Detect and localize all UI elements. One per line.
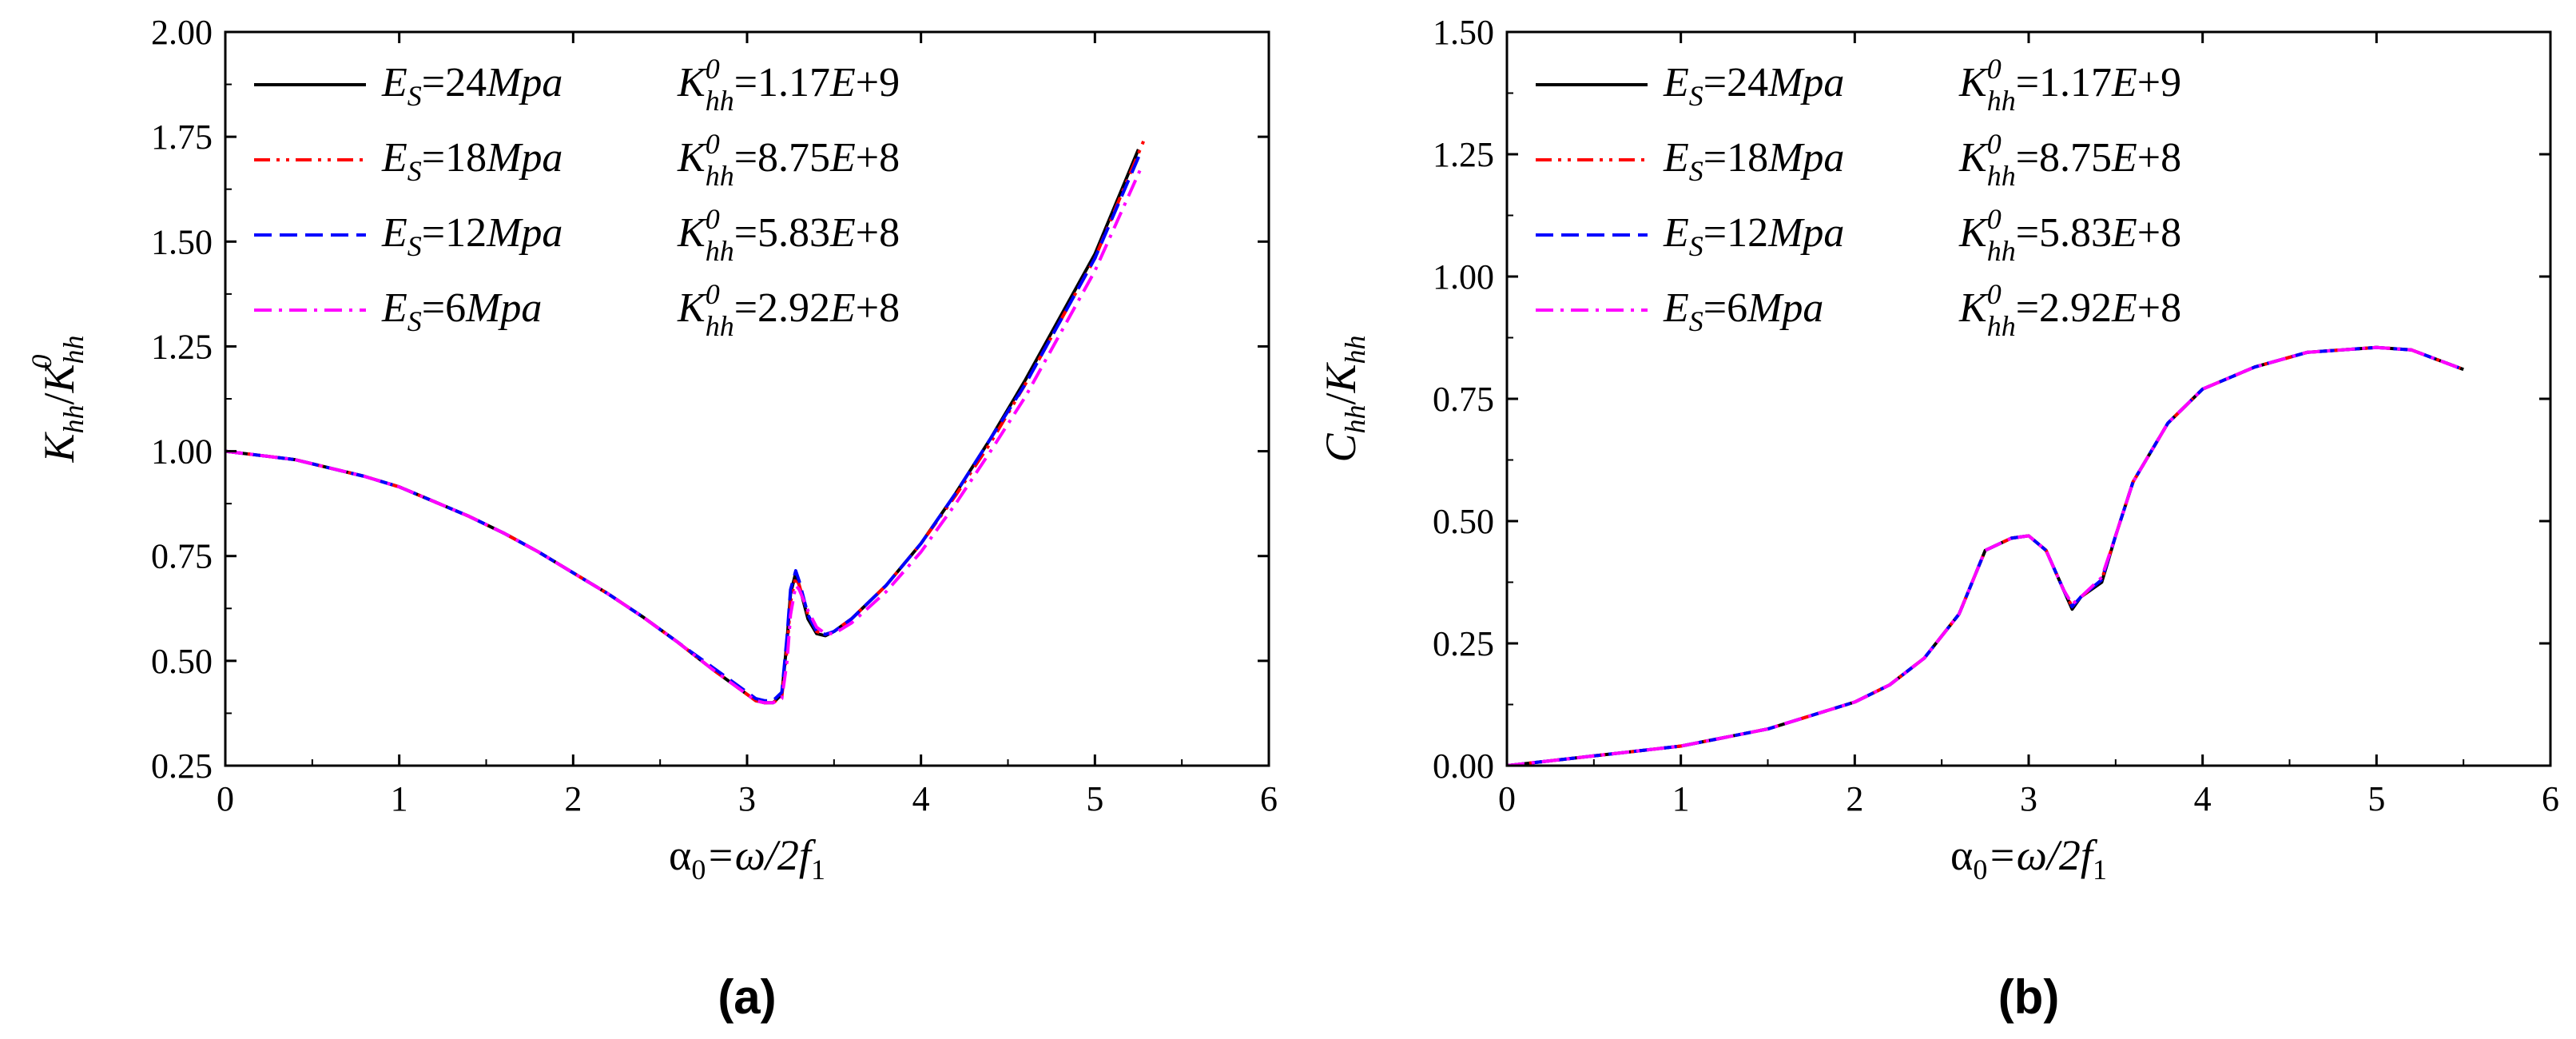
chart-panel-a: 0 1 2 3 4 5 6 0.25 0.50 0.75 1.00 1.25 1.50 1.75 2.00 α…: [26, 13, 1278, 1024]
legend-entry-0: ES=24Mpa: [381, 60, 563, 112]
y-tick-label: 0.25: [1433, 624, 1494, 663]
y-tick-label: 2.00: [151, 13, 213, 52]
legend-k-1: K0 hh=8.75E+8: [677, 128, 900, 192]
y-tick-label: 0.50: [151, 642, 213, 681]
legend-k-1: K0 hh=8.75E+8: [1958, 128, 2181, 192]
x-tick-label: 1: [391, 779, 408, 818]
y-tick-label: 1.25: [1433, 135, 1494, 174]
x-tick-label: 5: [1086, 779, 1103, 818]
x-axis-label: α0=ω/2f1: [1950, 831, 2107, 886]
x-tick-label: 2: [1846, 779, 1863, 818]
x-tick-label: 5: [2367, 779, 2385, 818]
legend-entry-0: ES=24Mpa: [1663, 60, 1844, 112]
legend-k-0: K0 hh=1.17E+9: [1958, 53, 2181, 117]
legend-k-3: K0 hh=2.92E+8: [677, 278, 900, 342]
x-tick-label: 4: [2194, 779, 2212, 818]
legend-entry-2: ES=12Mpa: [1663, 210, 1844, 262]
y-tick-label: 1.25: [151, 327, 213, 366]
legend-entry-1: ES=18Mpa: [381, 135, 563, 187]
series-line-0: [1507, 345, 2464, 766]
x-tick-label: 6: [1260, 779, 1278, 818]
y-tick-label: 1.00: [151, 432, 213, 472]
chart-panel-b: 0 1 2 3 4 5 6 0.00 0.25 0.50 0.75 1.00 1.25 1.50 α0=ω/…: [1317, 13, 2559, 1024]
legend-entry-1: ES=18Mpa: [1663, 135, 1844, 187]
y-tick-label: 0.25: [151, 746, 213, 786]
y-axis-label: Khh/Khh0: [26, 335, 89, 463]
series-line-2: [1507, 345, 2464, 766]
x-tick-label: 0: [1498, 779, 1516, 818]
y-axis-label: Chh/Khh: [1317, 335, 1371, 462]
x-tick-label: 1: [1672, 779, 1690, 818]
y-tick-label: 1.75: [151, 117, 213, 157]
panel-label: (b): [1998, 970, 2060, 1024]
x-tick-label: 3: [2020, 779, 2037, 818]
legend-k-3: K0 hh=2.92E+8: [1958, 278, 2181, 342]
x-tick-label: 2: [564, 779, 582, 818]
legend-entry-3: ES=6Mpa: [381, 285, 542, 337]
y-tick-label: 1.00: [1433, 257, 1494, 297]
y-tick-label: 0.00: [1433, 746, 1494, 786]
x-tick-label: 6: [2542, 779, 2559, 818]
x-tick-label: 4: [912, 779, 930, 818]
series-line-1: [1507, 345, 2464, 766]
y-tick-label: 0.75: [151, 537, 213, 576]
y-tick-label: 1.50: [151, 222, 213, 261]
legend-entry-3: ES=6Mpa: [1663, 285, 1823, 337]
legend-k-0: K0 hh=1.17E+9: [677, 53, 900, 117]
series-line-3: [225, 165, 1143, 705]
x-tick-label: 0: [217, 779, 234, 818]
y-tick-label: 0.50: [1433, 502, 1494, 541]
series-line-3: [1507, 345, 2464, 766]
legend-k-2: K0 hh=5.83E+8: [1958, 203, 2181, 267]
y-tick-label: 0.75: [1433, 380, 1494, 419]
x-tick-label: 3: [738, 779, 756, 818]
legend-k-2: K0 hh=5.83E+8: [677, 203, 900, 267]
legend-entry-2: ES=12Mpa: [381, 210, 563, 262]
y-tick-label: 1.50: [1433, 13, 1494, 52]
panel-label: (a): [718, 970, 776, 1024]
x-axis-label: α0=ω/2f1: [669, 831, 825, 886]
